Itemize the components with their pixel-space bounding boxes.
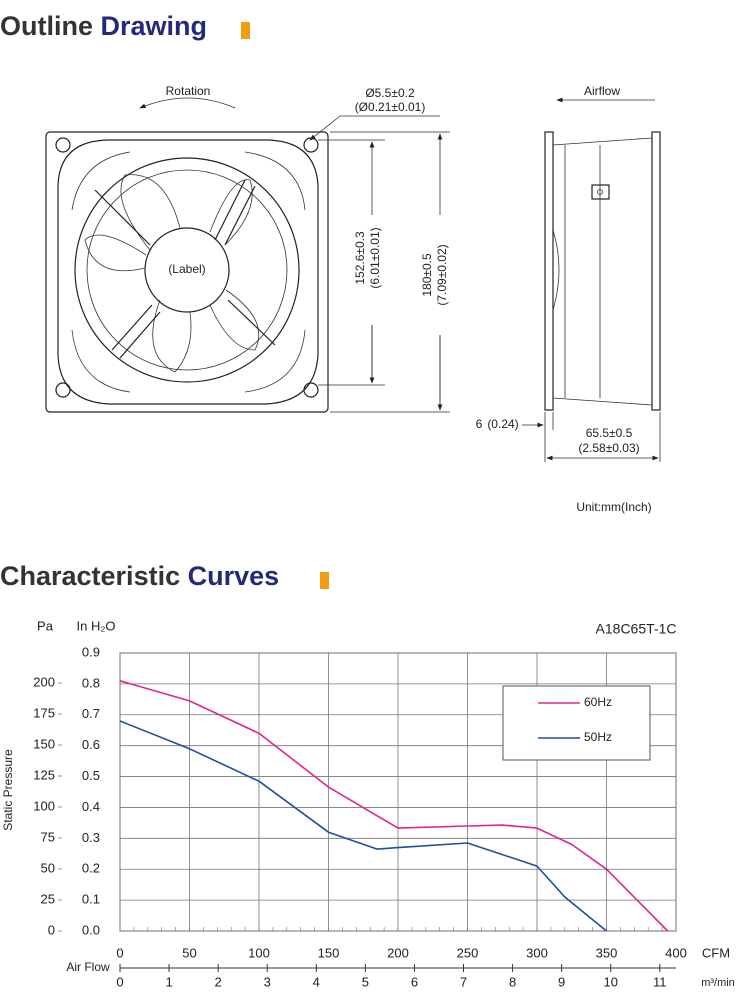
x2-tick-label: 4: [313, 974, 320, 989]
dimension-text: (7.09±0.02): [435, 244, 449, 305]
y2-tick-label: 50: [41, 860, 55, 875]
dimension-text: (0.24): [487, 417, 518, 431]
x2-tick-label: 9: [558, 974, 565, 989]
legend-box: [502, 685, 651, 761]
chart-title: A18C65T-1C: [596, 621, 677, 637]
y-tick-label: 0.9: [82, 644, 100, 659]
x2-tick-label: 5: [362, 974, 369, 989]
front-view: (Label) Rotation Ø5.5±0.2 (Ø0.21±0.01) 1…: [45, 84, 450, 413]
y-tick-label: 0.0: [82, 922, 100, 937]
heading-word: Outline: [0, 11, 93, 41]
y-tick-label: 0.2: [82, 861, 100, 876]
y2-tick-label: 200: [33, 674, 55, 689]
y2-unit: Pa: [37, 618, 54, 633]
x2-tick-label: 1: [165, 974, 172, 989]
heading-icon: [320, 572, 329, 589]
x-tick-label: 50: [182, 945, 196, 960]
series-line: [119, 720, 608, 932]
x2-tick-label: 11: [653, 974, 667, 989]
heading-word: Drawing: [101, 11, 208, 41]
x2-unit: m³/min: [701, 977, 735, 989]
y-tick-label: 0.7: [82, 706, 100, 721]
x2-tick-label: 0: [116, 974, 123, 989]
y2-tick-label: 75: [41, 829, 55, 844]
x-unit: CFM: [702, 945, 730, 960]
legend-label: 60Hz: [584, 695, 612, 709]
heading-icon: [241, 22, 250, 39]
x-tick-label: 300: [526, 945, 548, 960]
x2-tick-label: 3: [264, 974, 271, 989]
y-axis-title: Static Pressure: [1, 749, 15, 831]
y-tick-label: 0.3: [82, 830, 100, 845]
x-tick-label: 350: [596, 945, 618, 960]
x-tick-label: 400: [665, 945, 687, 960]
x2-tick-label: 7: [460, 974, 467, 989]
x2-tick-label: 10: [603, 974, 617, 989]
dimension-text: 152.6±0.3: [353, 231, 367, 285]
y2-tick-label: 125: [33, 767, 55, 782]
heading-word: Characteristic: [0, 561, 180, 591]
y2-tick-label: 150: [33, 736, 55, 751]
series-line: [119, 680, 669, 932]
dimension-text: (2.58±0.03): [578, 441, 639, 455]
x-tick-label: 100: [248, 945, 270, 960]
y2-tick-label: 0: [48, 922, 55, 937]
label-text: (Label): [168, 262, 205, 276]
x-tick-label: 0: [116, 945, 123, 960]
dimension-text: 180±0.5: [420, 253, 434, 297]
x-tick-label: 150: [318, 945, 340, 960]
section-heading: Characteristic Curves: [0, 561, 279, 591]
rotation-label: Rotation: [166, 84, 211, 98]
legend-label: 50Hz: [584, 730, 612, 744]
dimension-text: Ø5.5±0.2: [365, 86, 415, 100]
x2-tick-label: 8: [509, 974, 516, 989]
dimension-text: (6.01±0.01): [368, 227, 382, 288]
airflow-label: Airflow: [584, 84, 620, 98]
x-tick-label: 200: [387, 945, 409, 960]
y-tick-label: 0.1: [82, 892, 100, 907]
heading-word: Curves: [188, 561, 280, 591]
unit-note: Unit:mm(Inch): [576, 500, 651, 514]
y-tick-label: 0.4: [82, 799, 100, 814]
y-unit: In H₂O: [77, 618, 116, 633]
x2-axis-title: Air Flow: [66, 960, 110, 974]
x-tick-label: 250: [457, 945, 479, 960]
y2-tick-label: 100: [33, 798, 55, 813]
section-heading: Outline Drawing: [0, 11, 207, 41]
y2-tick-label: 25: [41, 891, 55, 906]
x2-tick-label: 2: [215, 974, 222, 989]
dimension-text: 65.5±0.5: [586, 426, 633, 440]
x2-tick-label: 6: [411, 974, 418, 989]
dimension-text: (Ø0.21±0.01): [355, 100, 426, 114]
y2-tick-label: 175: [33, 705, 55, 720]
side-view: Airflow 6 (0.24) 65.5±0.5 (2.58±0.03) Un…: [476, 84, 661, 514]
y-tick-label: 0.6: [82, 737, 100, 752]
y-tick-label: 0.5: [82, 768, 100, 783]
y-tick-label: 0.8: [82, 675, 100, 690]
dimension-text: 6: [476, 417, 483, 431]
